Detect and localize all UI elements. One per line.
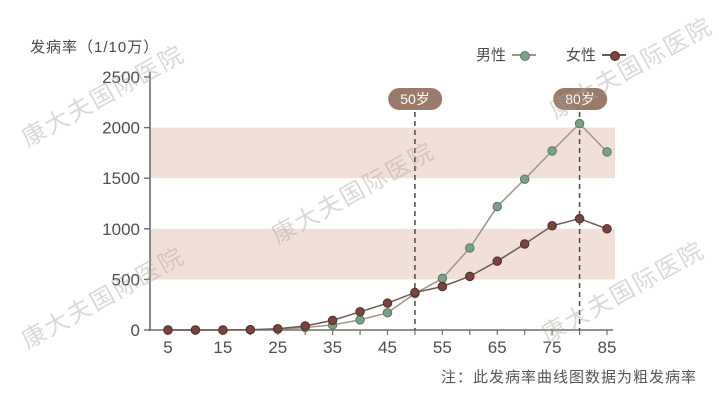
svg-text:45: 45 [378, 338, 397, 357]
svg-text:35: 35 [323, 338, 342, 357]
svg-text:1000: 1000 [102, 220, 140, 239]
svg-text:2000: 2000 [102, 119, 140, 138]
svg-text:65: 65 [488, 338, 507, 357]
male-series-marker-icon [512, 50, 537, 61]
svg-text:5: 5 [163, 338, 172, 357]
legend-label-female: 女性 [566, 47, 597, 64]
legend: 男性 女性 [476, 44, 627, 65]
svg-text:500: 500 [112, 270, 140, 289]
female-series-marker-icon [602, 50, 627, 61]
legend-item-male: 男性 [476, 44, 537, 65]
svg-text:85: 85 [598, 338, 617, 357]
svg-text:75: 75 [543, 338, 562, 357]
age-50-annotation-badge: 50岁 [388, 88, 442, 110]
footnote: 注：此发病率曲线图数据为粗发病率 [440, 369, 697, 386]
svg-text:2500: 2500 [102, 68, 140, 87]
svg-text:1500: 1500 [102, 169, 140, 188]
svg-text:25: 25 [268, 338, 287, 357]
svg-text:15: 15 [213, 338, 232, 357]
legend-label-male: 男性 [476, 47, 507, 64]
svg-text:0: 0 [131, 321, 140, 340]
svg-text:55: 55 [433, 338, 452, 357]
legend-item-female: 女性 [566, 44, 627, 65]
age-80-annotation-badge: 80岁 [553, 88, 607, 110]
y-axis-title: 发病率（1/10万） [30, 39, 160, 56]
